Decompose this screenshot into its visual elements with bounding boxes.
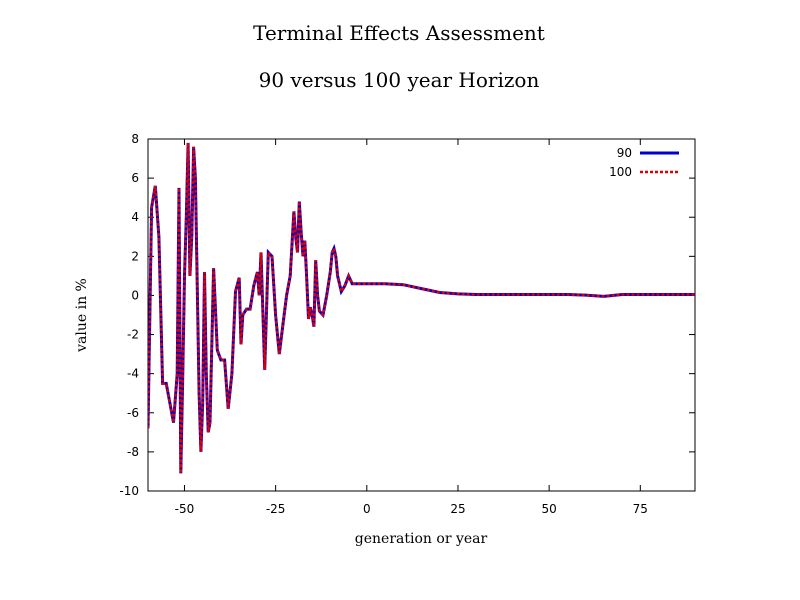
legend-label-90: 90 — [617, 146, 632, 160]
legend-label-100: 100 — [609, 165, 632, 179]
y-tick-label: 4 — [131, 210, 139, 224]
y-tick-label: -10 — [119, 484, 139, 498]
plot-frame — [147, 138, 696, 492]
y-tick-label: 2 — [131, 249, 139, 263]
x-tick-label: -25 — [266, 502, 286, 516]
y-tick-label: -4 — [127, 367, 139, 381]
y-axis-label: value in % — [74, 278, 90, 353]
x-tick-label: 0 — [363, 502, 371, 516]
series-line-100 — [148, 142, 695, 474]
x-tick-label: 50 — [541, 502, 556, 516]
chart-subtitle: 90 versus 100 year Horizon — [259, 68, 540, 92]
y-tick-label: -2 — [127, 328, 139, 342]
y-tick-label: -6 — [127, 406, 139, 420]
x-tick-label: 75 — [633, 502, 648, 516]
y-tick-label: 0 — [131, 288, 139, 302]
x-tick-label: 25 — [450, 502, 465, 516]
y-tick-label: 6 — [131, 171, 139, 185]
y-tick-label: 8 — [131, 132, 139, 146]
x-tick-label: -50 — [175, 502, 195, 516]
plot-area: 8 6 4 2 0 -2 -4 -6 -8 -10 -50 -25 0 25 50 75 — [119, 132, 696, 516]
y-tick-label: -8 — [127, 445, 139, 459]
x-axis-label: generation or year — [355, 531, 488, 547]
chart-title: Terminal Effects Assessment — [253, 21, 545, 45]
